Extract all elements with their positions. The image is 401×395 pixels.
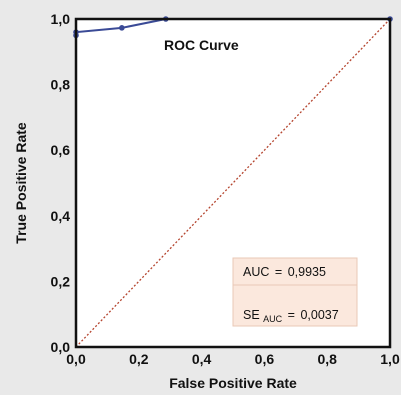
x-axis-label: False Positive Rate: [169, 375, 297, 391]
se-value: 0,0037: [300, 308, 338, 322]
auc-value: 0,9935: [288, 265, 326, 279]
y-tick-label: 1,0: [51, 11, 71, 27]
y-tick-label: 0,0: [51, 339, 71, 355]
x-tick-label: 0,0: [66, 351, 86, 367]
x-tick-label: 1,0: [380, 351, 400, 367]
se-label: SE: [243, 308, 260, 322]
se-stat: SE AUC = 0,0037: [243, 308, 339, 325]
auc-stat: AUC = 0,9935: [243, 265, 326, 279]
plot-frame: [74, 17, 392, 349]
y-tick-label: 0,2: [51, 273, 71, 289]
stats-box: AUC = 0,9935 SE AUC = 0,0037: [232, 257, 358, 327]
y-tick-label: 0,4: [51, 208, 71, 224]
y-axis-label: True Positive Rate: [13, 122, 29, 244]
se-subscript: AUC: [263, 314, 283, 324]
auc-label: AUC: [243, 265, 269, 279]
x-tick-label: 0,6: [255, 351, 275, 367]
y-axis-ticks: 0,0 0,2 0,4 0,6 0,8 1,0: [51, 11, 71, 355]
y-tick-label: 0,6: [51, 142, 71, 158]
stats-box-background: [232, 257, 358, 327]
x-tick-label: 0,2: [129, 351, 149, 367]
y-tick-label: 0,8: [51, 77, 71, 93]
roc-curve-annotation: ROC Curve: [164, 37, 239, 53]
x-axis-ticks: 0,0 0,2 0,4 0,6 0,8 1,0: [66, 351, 400, 367]
x-tick-label: 0,4: [192, 351, 212, 367]
x-tick-label: 0,8: [317, 351, 337, 367]
roc-point: [119, 25, 125, 31]
